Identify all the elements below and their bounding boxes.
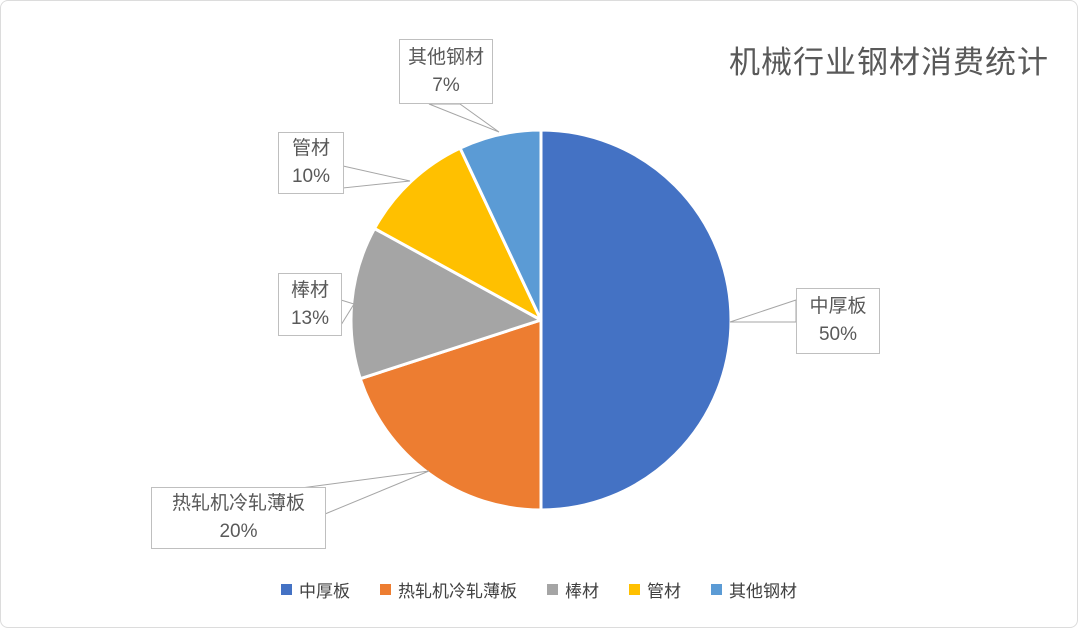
callout-label: 热轧机冷轧薄板 bbox=[171, 493, 305, 515]
callout-percent: 7% bbox=[432, 74, 460, 96]
legend-swatch-icon bbox=[380, 584, 391, 595]
legend-swatch-icon bbox=[629, 584, 640, 595]
legend-swatch-icon bbox=[281, 584, 292, 595]
leader-other-steel bbox=[428, 103, 500, 133]
legend-label: 中厚板 bbox=[299, 582, 350, 601]
pie-slice-1 bbox=[358, 318, 543, 512]
legend-item-hot-rolled: 热轧机冷轧薄板 bbox=[380, 577, 517, 602]
callout-label: 棒材 bbox=[290, 279, 329, 301]
callout-label: 管材 bbox=[291, 138, 330, 160]
callout-other-steel: 其他钢材 7% bbox=[399, 39, 493, 104]
callout-percent: 13% bbox=[290, 307, 330, 329]
callout-label: 其他钢材 bbox=[407, 46, 484, 68]
chart-legend: 中厚板 热轧机冷轧薄板 棒材 管材 其他钢材 bbox=[1, 577, 1077, 602]
callout-percent: 20% bbox=[219, 521, 258, 542]
pie-slice-2 bbox=[349, 227, 543, 381]
callout-pipe-steel: 管材 10% bbox=[278, 132, 344, 194]
callout-mid-plate: 中厚板 50% bbox=[796, 288, 880, 354]
legend-item-mid-plate: 中厚板 bbox=[281, 577, 350, 602]
callout-hot-rolled: 热轧机冷轧薄板 20% bbox=[151, 487, 326, 549]
legend-item-bar-steel: 棒材 bbox=[547, 577, 599, 602]
pie-slice-0 bbox=[539, 128, 733, 512]
legend-swatch-icon bbox=[711, 584, 722, 595]
callout-label: 中厚板 bbox=[809, 296, 867, 318]
legend-label: 热轧机冷轧薄板 bbox=[398, 582, 517, 601]
legend-item-other-steel: 其他钢材 bbox=[711, 577, 797, 602]
pie-slice-4 bbox=[458, 128, 543, 322]
pie-slice-3 bbox=[373, 146, 543, 322]
leader-pipe-steel bbox=[342, 165, 411, 189]
legend-swatch-icon bbox=[547, 584, 558, 595]
legend-item-pipe-steel: 管材 bbox=[629, 577, 681, 602]
legend-label: 管材 bbox=[647, 582, 681, 601]
callout-bar-steel: 棒材 13% bbox=[278, 273, 342, 336]
callout-percent: 50% bbox=[818, 324, 858, 345]
leader-mid-plate bbox=[729, 299, 797, 323]
chart-title: 机械行业钢材消费统计 bbox=[729, 45, 1049, 80]
legend-label: 其他钢材 bbox=[729, 582, 797, 601]
legend-label: 棒材 bbox=[565, 582, 599, 601]
callout-percent: 10% bbox=[291, 166, 331, 187]
